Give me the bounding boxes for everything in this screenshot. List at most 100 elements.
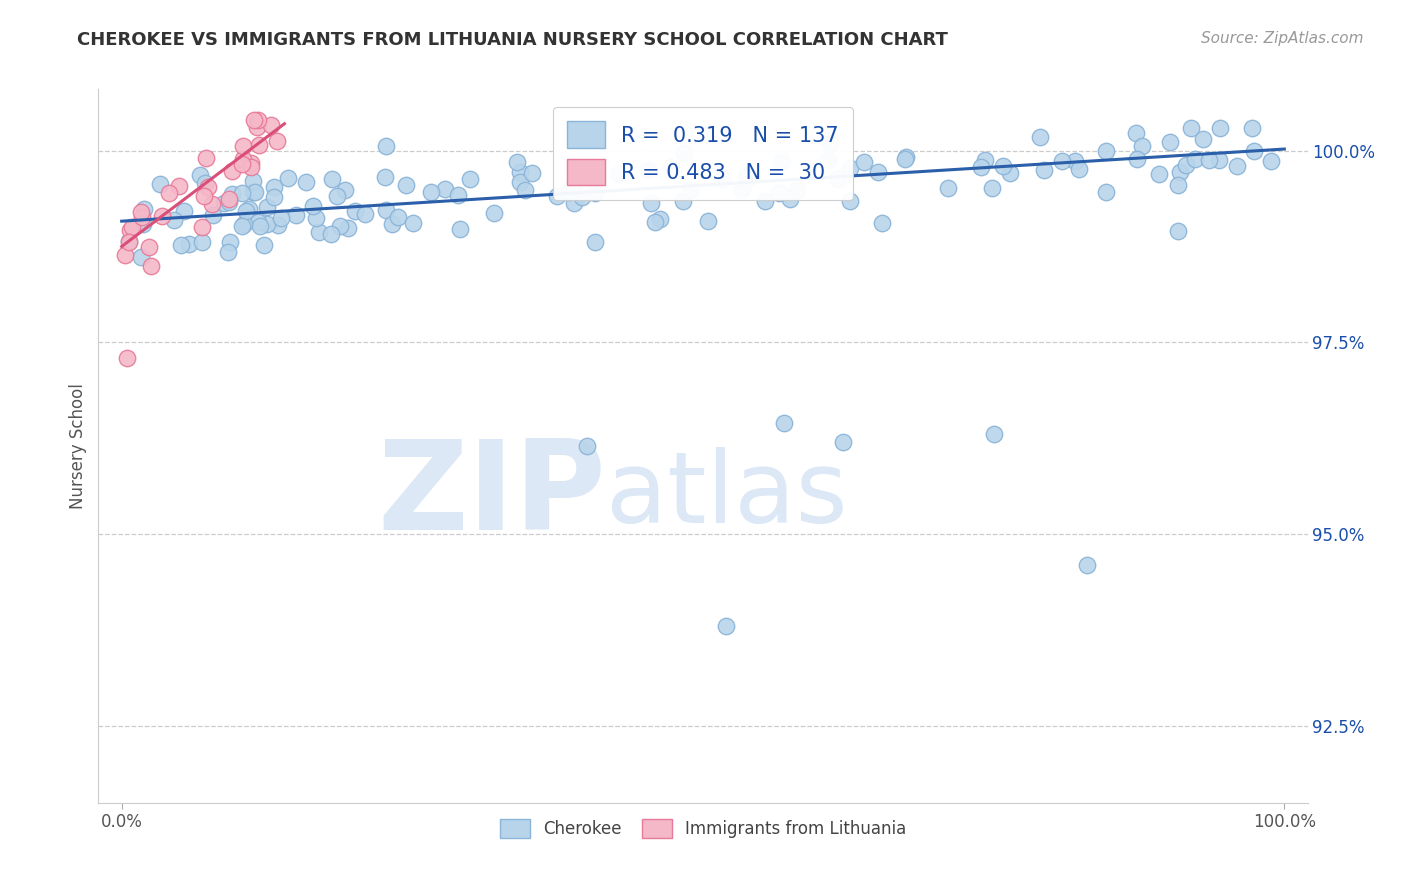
Point: [249, 219, 271, 234]
Point: [235, 204, 257, 219]
Point: [672, 145, 695, 160]
Point: [1064, 154, 1087, 169]
Point: [1209, 120, 1232, 135]
Point: [773, 416, 796, 430]
Point: [449, 222, 471, 236]
Point: [731, 182, 754, 196]
Point: [219, 235, 242, 250]
Point: [710, 172, 733, 186]
Point: [333, 183, 356, 197]
Point: [1033, 162, 1056, 177]
Point: [129, 250, 152, 264]
Point: [583, 235, 606, 249]
Point: [381, 218, 404, 232]
Point: [546, 189, 568, 203]
Point: [326, 189, 349, 203]
Point: [337, 221, 360, 235]
Point: [218, 192, 240, 206]
Point: [779, 192, 801, 206]
Point: [246, 120, 269, 134]
Point: [970, 160, 993, 174]
Point: [131, 210, 153, 224]
Text: CHEROKEE VS IMMIGRANTS FROM LITHUANIA NURSERY SCHOOL CORRELATION CHART: CHEROKEE VS IMMIGRANTS FROM LITHUANIA NU…: [77, 31, 948, 49]
Point: [242, 174, 264, 188]
Point: [1241, 120, 1264, 135]
Point: [256, 217, 278, 231]
Point: [515, 183, 537, 197]
Point: [1069, 162, 1091, 177]
Point: [695, 128, 717, 143]
Point: [827, 171, 849, 186]
Point: [506, 155, 529, 169]
Point: [270, 211, 292, 226]
Point: [1184, 152, 1206, 166]
Point: [266, 134, 288, 148]
Point: [121, 219, 143, 234]
Point: [118, 235, 141, 249]
Point: [139, 259, 162, 273]
Point: [1260, 153, 1282, 168]
Point: [648, 212, 671, 227]
Point: [1198, 153, 1220, 167]
Point: [983, 427, 1005, 442]
Point: [936, 181, 959, 195]
Point: [177, 236, 200, 251]
Point: [321, 172, 343, 186]
Point: [993, 159, 1015, 173]
Point: [173, 203, 195, 218]
Point: [520, 166, 543, 180]
Point: [1159, 135, 1181, 149]
Point: [259, 118, 281, 132]
Point: [447, 188, 470, 202]
Point: [974, 153, 997, 167]
Point: [138, 240, 160, 254]
Point: [716, 619, 738, 633]
Point: [1029, 130, 1052, 145]
Text: ZIP: ZIP: [378, 435, 606, 557]
Point: [981, 180, 1004, 194]
Point: [402, 217, 425, 231]
Point: [557, 185, 579, 199]
Point: [238, 202, 260, 216]
Point: [247, 137, 270, 152]
Point: [191, 235, 214, 250]
Point: [1167, 178, 1189, 193]
Point: [191, 219, 214, 234]
Point: [221, 187, 243, 202]
Point: [607, 167, 630, 181]
Point: [374, 170, 396, 185]
Point: [1147, 167, 1170, 181]
Point: [575, 439, 598, 453]
Point: [201, 197, 224, 211]
Point: [770, 154, 793, 169]
Point: [218, 195, 240, 210]
Point: [301, 199, 323, 213]
Point: [246, 112, 269, 127]
Y-axis label: Nursery School: Nursery School: [69, 383, 87, 509]
Point: [305, 211, 328, 225]
Point: [354, 207, 377, 221]
Point: [893, 152, 915, 166]
Legend: Cherokee, Immigrants from Lithuania: Cherokee, Immigrants from Lithuania: [494, 812, 912, 845]
Point: [167, 178, 190, 193]
Point: [344, 204, 367, 219]
Point: [263, 180, 285, 194]
Text: atlas: atlas: [606, 448, 848, 544]
Point: [697, 213, 720, 227]
Point: [868, 165, 890, 179]
Point: [149, 177, 172, 191]
Point: [1192, 132, 1215, 146]
Point: [1095, 186, 1118, 200]
Point: [277, 170, 299, 185]
Point: [232, 138, 254, 153]
Point: [253, 237, 276, 252]
Point: [853, 155, 876, 169]
Point: [458, 172, 481, 186]
Point: [1050, 154, 1073, 169]
Point: [150, 209, 173, 223]
Point: [256, 200, 278, 214]
Point: [319, 227, 342, 241]
Point: [295, 175, 318, 189]
Point: [131, 205, 153, 219]
Point: [1130, 139, 1153, 153]
